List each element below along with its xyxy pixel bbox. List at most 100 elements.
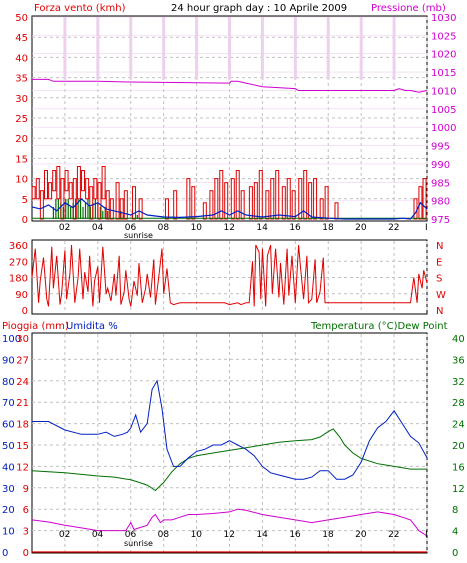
pressure-y-tick: 990 — [431, 160, 450, 171]
humidity-title: Umidita % — [66, 321, 118, 332]
gust-bar — [60, 178, 65, 220]
gust-bar — [209, 190, 214, 220]
x-tick-label: 14 — [256, 530, 268, 540]
temperature-y-tick: 28 — [452, 398, 465, 409]
wind-y-tick: 10 — [15, 175, 28, 186]
wind-y-tick: 0 — [22, 215, 28, 226]
rain-y-tick: 3 — [23, 527, 29, 538]
direction-y-tick: 180 — [9, 274, 28, 285]
gust-bar — [35, 178, 40, 200]
rain-y-tick: 9 — [23, 484, 29, 495]
gust-bar — [132, 186, 137, 220]
gust-bar — [31, 186, 36, 200]
x-tick-label: 12 — [224, 530, 235, 540]
gust-bar — [308, 182, 313, 220]
gust-bar — [248, 186, 253, 220]
compass-label: S — [436, 274, 442, 285]
temperature-y-tick: 36 — [452, 355, 465, 366]
compass-label: N — [436, 241, 443, 252]
humidity-y-tick: 90 — [2, 355, 15, 366]
temperature-y-tick: 0 — [452, 548, 458, 559]
gust-bar — [56, 165, 61, 200]
gust-bar — [191, 186, 196, 220]
gust-bar — [72, 178, 77, 220]
temperature-y-tick: 32 — [452, 377, 465, 388]
rain-y-tick: 27 — [16, 355, 29, 366]
rain-y-tick: 0 — [23, 548, 29, 559]
gust-bar — [123, 190, 128, 220]
rain-y-tick: 12 — [16, 462, 29, 473]
x-tick-label: 04 — [92, 223, 104, 233]
gust-bar — [324, 186, 329, 220]
rain-y-tick: 30 — [16, 334, 29, 345]
gust-bar — [270, 178, 275, 220]
pressure-line — [32, 78, 428, 93]
x-tick-label: 22 — [388, 223, 399, 233]
gust-bar — [224, 182, 229, 220]
wind-y-tick: 40 — [15, 53, 28, 64]
gust-bar — [286, 178, 291, 220]
sunrise-label: sunrise — [124, 539, 153, 548]
gust-bar — [97, 182, 102, 220]
gust-bar — [119, 198, 124, 220]
gust-bar — [76, 165, 81, 200]
rain-y-tick: 18 — [16, 420, 29, 431]
x-tick-label: 16 — [289, 223, 301, 233]
gust-bar — [219, 170, 224, 220]
pressure-y-tick: 1020 — [431, 50, 456, 61]
humidity-y-tick: 50 — [2, 441, 15, 452]
temperature-y-tick: 20 — [452, 441, 465, 452]
humidity-y-tick: 70 — [2, 398, 15, 409]
temperature-y-tick: 24 — [452, 420, 465, 431]
gust-bar — [68, 182, 73, 200]
humidity-line — [32, 379, 428, 480]
pressure-y-tick: 1010 — [431, 86, 456, 97]
x-tick-label: 10 — [191, 223, 203, 233]
x-tick-label: 20 — [355, 223, 367, 233]
gust-bar — [253, 182, 258, 220]
compass-label: E — [436, 257, 442, 268]
gust-bar — [173, 190, 178, 220]
rain-y-tick: 15 — [16, 441, 29, 452]
x-tick-label: I — [425, 223, 428, 233]
x-tick-label: 08 — [158, 223, 170, 233]
temperature-line — [31, 428, 427, 492]
x-tick-label: 14 — [256, 223, 268, 233]
humidity-y-tick: 80 — [2, 377, 15, 388]
x-tick-label: 02 — [59, 223, 70, 233]
compass-label: W — [436, 290, 446, 301]
gust-bar — [258, 170, 263, 220]
x-tick-label: 06 — [125, 223, 137, 233]
wind-y-tick: 20 — [15, 134, 28, 145]
gust-bar — [240, 190, 245, 220]
pressure-y-tick: 1030 — [431, 13, 456, 24]
sunrise-label: sunrise — [124, 231, 153, 240]
rain-y-tick: 24 — [16, 377, 29, 388]
direction-y-tick: 0 — [22, 306, 28, 317]
wind-direction-line — [31, 244, 428, 307]
gust-bar — [281, 186, 286, 220]
humidity-y-tick: 0 — [2, 548, 8, 559]
temperature-dewpoint-title: Temperatura (°C)Dew Point — [310, 321, 448, 332]
page-title: 24 hour graph day : 10 Aprile 2009 — [171, 3, 347, 14]
humidity-y-tick: 20 — [2, 505, 15, 516]
gust-bar — [319, 198, 324, 220]
rain-y-tick: 6 — [23, 505, 29, 516]
x-tick-label: I — [425, 530, 428, 540]
temperature-y-tick: 12 — [452, 484, 465, 495]
wind-y-tick: 5 — [22, 195, 28, 206]
temperature-y-tick: 40 — [452, 334, 465, 345]
gust-bar — [39, 190, 44, 220]
gust-bar — [275, 170, 280, 220]
rain-y-tick: 21 — [16, 398, 29, 409]
gust-bar — [52, 170, 57, 192]
pressure-y-tick: 1000 — [431, 123, 456, 134]
direction-y-tick: 360 — [9, 241, 28, 252]
humidity-y-tick: 100 — [2, 334, 21, 345]
wind-speed-title: Forza vento (kmh) — [34, 3, 126, 14]
humidity-y-tick: 10 — [2, 527, 15, 538]
